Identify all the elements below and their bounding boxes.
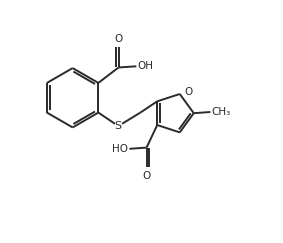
Text: O: O: [142, 171, 151, 181]
Text: HO: HO: [113, 144, 128, 154]
Text: OH: OH: [137, 61, 153, 71]
Text: O: O: [184, 87, 192, 97]
Text: CH₃: CH₃: [211, 107, 231, 117]
Text: O: O: [114, 34, 123, 44]
Text: S: S: [114, 121, 121, 131]
